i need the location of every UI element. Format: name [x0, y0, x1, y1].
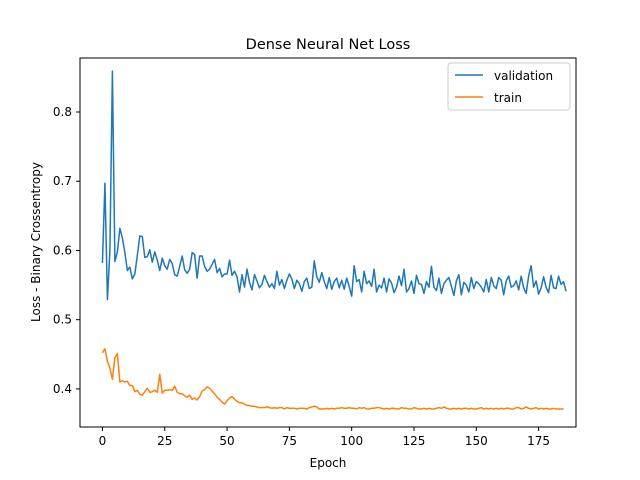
x-tick-label: 75: [282, 434, 297, 448]
legend-label-validation: validation: [494, 69, 553, 83]
y-axis-title: Loss - Binary Crossentropy: [29, 162, 43, 322]
x-axis: 0 25 50 75 100 125 150 175: [99, 427, 550, 448]
x-tick-label: 0: [99, 434, 107, 448]
plot-area-frame: [79, 57, 577, 428]
y-axis: 0.4 0.5 0.6 0.7 0.8: [53, 105, 80, 396]
y-tick-label: 0.4: [53, 382, 72, 396]
x-tick-label: 50: [219, 434, 234, 448]
y-tick-label: 0.7: [53, 174, 72, 188]
x-axis-title: Epoch: [310, 456, 347, 470]
series-line-train: [101, 348, 564, 410]
x-tick-label: 25: [157, 434, 172, 448]
legend-label-train: train: [494, 91, 522, 105]
x-tick-label: 150: [465, 434, 488, 448]
legend: validation train: [447, 62, 571, 111]
x-tick-label: 175: [527, 434, 550, 448]
chart-title: Dense Neural Net Loss: [246, 37, 411, 53]
series-line-validation: [101, 70, 567, 301]
y-tick-label: 0.6: [53, 243, 72, 257]
x-tick-label: 100: [340, 434, 363, 448]
y-tick-label: 0.8: [53, 105, 72, 119]
x-tick-label: 125: [403, 434, 426, 448]
plot-lines: [101, 70, 567, 410]
y-tick-label: 0.5: [53, 313, 72, 327]
